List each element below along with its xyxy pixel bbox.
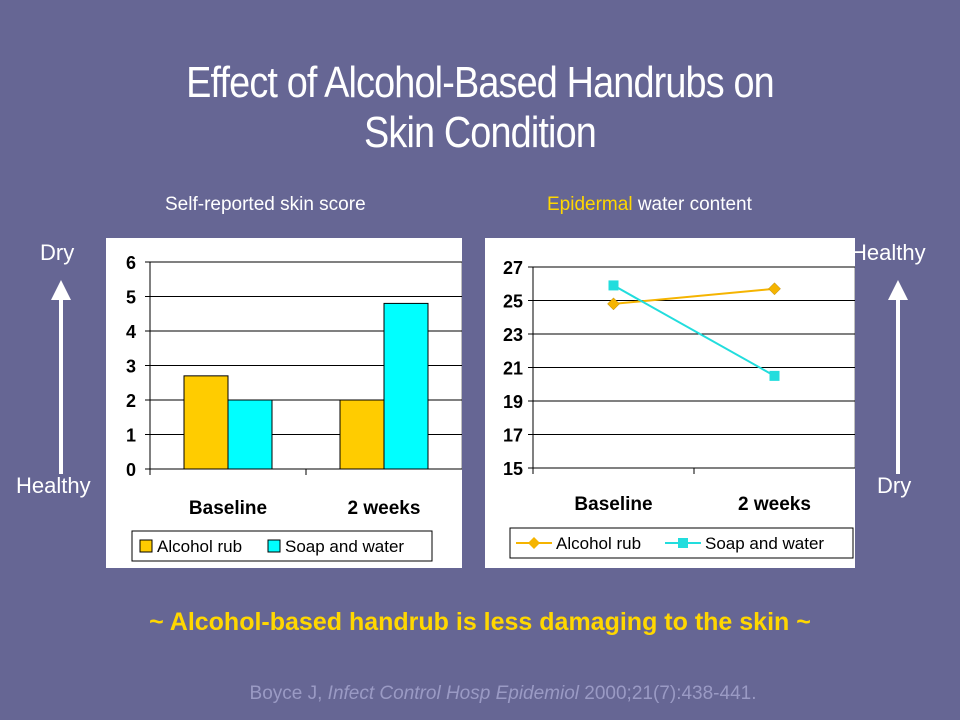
bar-legend-swatch — [139, 539, 153, 553]
bar-chart-panel: 0 1 2 3 4 5 6 Baseline 2 weeks Alcohol rub Soap an… — [106, 238, 463, 568]
line-y-tick-label: 15 — [503, 459, 523, 479]
bar-y-tick-label: 5 — [126, 288, 136, 308]
line-legend-label: Soap and water — [705, 534, 824, 553]
line-x-tick-label: Baseline — [574, 494, 652, 515]
line-y-tick-label: 25 — [503, 292, 523, 312]
line-series-soap — [613, 284, 775, 377]
bar-y-tick-label: 4 — [126, 322, 136, 342]
line-marker-soap — [769, 370, 780, 381]
subtitle-rest: water content — [632, 194, 752, 215]
line-x-tick-label: 2 weeks — [738, 494, 811, 515]
line-y-tick-label: 17 — [503, 426, 523, 446]
bar-x-tick-label: 2 weeks — [348, 498, 421, 519]
bar-legend-label: Soap and water — [285, 537, 404, 556]
bar-chart: 0 1 2 3 4 5 6 Baseline 2 weeks Alcohol rub Soap an… — [126, 253, 463, 562]
line-legend-marker — [678, 538, 688, 548]
citation-details: 2000;21(7):438-441. — [579, 683, 757, 704]
line-chart-panel: 15 17 19 21 23 25 27 Baseline 2 weeks Alcohol rub… — [485, 238, 856, 568]
slide-title-line-1: Effect of Alcohol-Based Handrubs on — [186, 58, 775, 107]
left-top-label: Dry — [40, 240, 75, 265]
line-y-tick-label: 27 — [503, 258, 523, 278]
bar-alcohol-1 — [339, 399, 385, 470]
left-bottom-label: Healthy — [16, 473, 91, 498]
right-bottom-label: Dry — [877, 473, 912, 498]
conclusion-text: ~ Alcohol-based handrub is less damaging… — [149, 608, 811, 636]
right-top-label: Healthy — [851, 240, 926, 265]
line-marker-alcohol — [768, 282, 781, 296]
left-up-arrow-icon — [51, 280, 71, 474]
right-up-arrow-icon — [888, 280, 908, 474]
bar-y-tick-label: 3 — [126, 357, 136, 377]
bar-soap-1 — [383, 302, 429, 470]
bar-alcohol-0 — [183, 375, 229, 470]
line-y-tick-label: 23 — [503, 325, 523, 345]
bar-legend-label: Alcohol rub — [157, 537, 242, 556]
bar-soap-0 — [227, 399, 273, 470]
citation-journal: Infect Control Hosp Epidemiol — [327, 683, 580, 704]
citation-authors: Boyce J, — [249, 683, 328, 704]
bar-y-tick-label: 6 — [126, 253, 136, 273]
line-legend-label: Alcohol rub — [556, 534, 641, 553]
bar-y-tick-label: 2 — [126, 391, 136, 411]
citation: Boyce J, Infect Control Hosp Epidemiol 2… — [0, 683, 960, 705]
bar-x-tick-label: Baseline — [189, 498, 267, 519]
line-legend-marker — [528, 537, 540, 549]
line-y-tick-label: 19 — [503, 392, 523, 412]
line-marker-soap — [608, 280, 619, 291]
bar-y-tick-label: 1 — [126, 426, 136, 446]
line-chart: 15 17 19 21 23 25 27 Baseline 2 weeks Alcohol rub… — [503, 258, 856, 559]
bar-legend-swatch — [267, 539, 281, 553]
subtitle-highlight: Epidermal — [547, 194, 633, 215]
bar-legend — [131, 530, 433, 562]
right-chart-subtitle: Epidermal water content — [547, 194, 752, 216]
slide-title-line-2: Skin Condition — [364, 108, 597, 157]
bar-y-tick-label: 0 — [126, 460, 136, 480]
line-y-tick-label: 21 — [503, 359, 523, 379]
left-chart-subtitle: Self-reported skin score — [165, 194, 366, 215]
line-marker-alcohol — [607, 297, 620, 311]
